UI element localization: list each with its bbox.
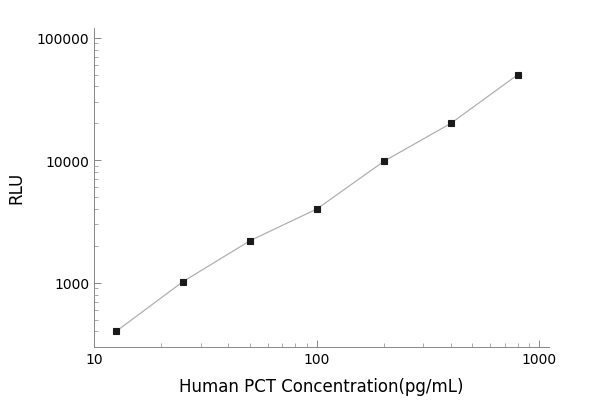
Y-axis label: RLU: RLU [8, 172, 26, 204]
X-axis label: Human PCT Concentration(pg/mL): Human PCT Concentration(pg/mL) [179, 377, 464, 395]
